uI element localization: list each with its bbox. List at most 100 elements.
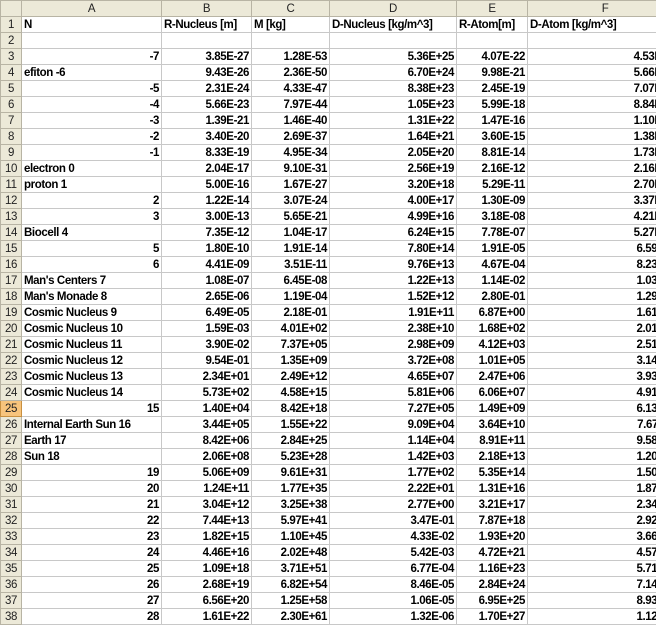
cell-e23[interactable]: 2.47E+06 xyxy=(456,368,528,385)
cell-e9[interactable]: 8.81E-14 xyxy=(456,144,528,161)
cell-a9[interactable]: -1 xyxy=(21,144,162,161)
cell-c26[interactable]: 1.55E+22 xyxy=(251,416,330,433)
cell-c32[interactable]: 5.97E+41 xyxy=(251,512,330,529)
cell-d19[interactable]: 1.91E+11 xyxy=(329,304,457,321)
cell-a13[interactable]: 3 xyxy=(21,208,162,225)
cell-b35[interactable]: 1.09E+18 xyxy=(161,560,252,577)
cell-d29[interactable]: 1.77E+02 xyxy=(329,464,457,481)
cell-f31[interactable]: 2.34E-15 xyxy=(527,496,656,513)
cell-b19[interactable]: 6.49E-05 xyxy=(161,304,252,321)
cell-d30[interactable]: 2.22E+01 xyxy=(329,480,457,497)
cell-e11[interactable]: 5.29E-11 xyxy=(456,176,528,193)
cell-e30[interactable]: 1.31E+16 xyxy=(456,480,528,497)
cell-f12[interactable]: 3.37E+02 xyxy=(527,192,656,209)
cell-b10[interactable]: 2.04E-17 xyxy=(161,160,252,177)
cell-a31[interactable]: 21 xyxy=(21,496,162,513)
cell-b16[interactable]: 4.41E-09 xyxy=(161,256,252,273)
cell-a30[interactable]: 20 xyxy=(21,480,162,497)
row-header[interactable]: 14 xyxy=(0,224,22,241)
cell-e21[interactable]: 4.12E+03 xyxy=(456,336,528,353)
row-header[interactable]: 36 xyxy=(0,576,22,593)
cell-a24[interactable]: Cosmic Nucleus 14 xyxy=(21,384,162,401)
cell-c14[interactable]: 1.04E-17 xyxy=(251,224,330,241)
cell-c19[interactable]: 2.18E-01 xyxy=(251,304,330,321)
cell-f27[interactable]: 9.58E-12 xyxy=(527,432,656,449)
cell-f33[interactable]: 3.66E-17 xyxy=(527,528,656,545)
cell-f23[interactable]: 3.93E-08 xyxy=(527,368,656,385)
row-header[interactable]: 3 xyxy=(0,48,22,65)
cell-b2[interactable] xyxy=(161,32,252,49)
cell-e16[interactable]: 4.67E-04 xyxy=(456,256,528,273)
cell-a37[interactable]: 27 xyxy=(21,592,162,609)
cell-b26[interactable]: 3.44E+05 xyxy=(161,416,252,433)
row-header[interactable]: 34 xyxy=(0,544,22,561)
cell-d5[interactable]: 8.38E+23 xyxy=(329,80,457,97)
cell-a25[interactable]: 15 xyxy=(21,400,162,417)
row-header[interactable]: 32 xyxy=(0,512,22,529)
cell-a35[interactable]: 25 xyxy=(21,560,162,577)
cell-e35[interactable]: 1.16E+23 xyxy=(456,560,528,577)
cell-b33[interactable]: 1.82E+15 xyxy=(161,528,252,545)
cell-c3[interactable]: 1.28E-53 xyxy=(251,48,330,65)
cell-a11[interactable]: proton 1 xyxy=(21,176,162,193)
cell-d31[interactable]: 2.77E+00 xyxy=(329,496,457,513)
cell-f7[interactable]: 1.10E+07 xyxy=(527,112,656,129)
column-header-e[interactable]: E xyxy=(456,0,528,17)
cell-d7[interactable]: 1.31E+22 xyxy=(329,112,457,129)
cell-b21[interactable]: 3.90E-02 xyxy=(161,336,252,353)
cell-e24[interactable]: 6.06E+07 xyxy=(456,384,528,401)
cell-e32[interactable]: 7.87E+18 xyxy=(456,512,528,529)
row-header[interactable]: 27 xyxy=(0,432,22,449)
cell-b36[interactable]: 2.68E+19 xyxy=(161,576,252,593)
row-header[interactable]: 28 xyxy=(0,448,22,465)
cell-b11[interactable]: 5.00E-16 xyxy=(161,176,252,193)
row-header[interactable]: 2 xyxy=(0,32,22,49)
cell-c13[interactable]: 5.65E-21 xyxy=(251,208,330,225)
cell-f2[interactable] xyxy=(527,32,656,49)
row-header[interactable]: 10 xyxy=(0,160,22,177)
cell-d38[interactable]: 1.32E-06 xyxy=(329,608,457,625)
cell-e14[interactable]: 7.78E-07 xyxy=(456,224,528,241)
cell-c11[interactable]: 1.67E-27 xyxy=(251,176,330,193)
cell-b3[interactable]: 3.85E-27 xyxy=(161,48,252,65)
cell-a14[interactable]: Biocell 4 xyxy=(21,224,162,241)
cell-c16[interactable]: 3.51E-11 xyxy=(251,256,330,273)
cell-f24[interactable]: 4.91E-09 xyxy=(527,384,656,401)
cell-b15[interactable]: 1.80E-10 xyxy=(161,240,252,257)
row-header[interactable]: 13 xyxy=(0,208,22,225)
row-header[interactable]: 9 xyxy=(0,144,22,161)
cell-c23[interactable]: 2.49E+12 xyxy=(251,368,330,385)
row-header[interactable]: 6 xyxy=(0,96,22,113)
cell-f35[interactable]: 5.71E-19 xyxy=(527,560,656,577)
cell-a22[interactable]: Cosmic Nucleus 12 xyxy=(21,352,162,369)
cell-a28[interactable]: Sun 18 xyxy=(21,448,162,465)
cell-d4[interactable]: 6.70E+24 xyxy=(329,64,457,81)
cell-c31[interactable]: 3.25E+38 xyxy=(251,496,330,513)
cell-f38[interactable]: 1.12E-21 xyxy=(527,608,656,625)
cell-d18[interactable]: 1.52E+12 xyxy=(329,288,457,305)
row-header[interactable]: 38 xyxy=(0,608,22,625)
cell-e29[interactable]: 5.35E+14 xyxy=(456,464,528,481)
cell-b31[interactable]: 3.04E+12 xyxy=(161,496,252,513)
cell-c30[interactable]: 1.77E+35 xyxy=(251,480,330,497)
cell-e28[interactable]: 2.18E+13 xyxy=(456,448,528,465)
cell-a6[interactable]: -4 xyxy=(21,96,162,113)
cell-c4[interactable]: 2.36E-50 xyxy=(251,64,330,81)
cell-e20[interactable]: 1.68E+02 xyxy=(456,320,528,337)
cell-b25[interactable]: 1.40E+04 xyxy=(161,400,252,417)
cell-f22[interactable]: 3.14E-07 xyxy=(527,352,656,369)
row-header[interactable]: 37 xyxy=(0,592,22,609)
cell-b24[interactable]: 5.73E+02 xyxy=(161,384,252,401)
cell-d8[interactable]: 1.64E+21 xyxy=(329,128,457,145)
row-header[interactable]: 26 xyxy=(0,416,22,433)
cell-d1[interactable]: D-Nucleus [kg/m^3] xyxy=(329,16,457,33)
cell-d26[interactable]: 9.09E+04 xyxy=(329,416,457,433)
cell-d28[interactable]: 1.42E+03 xyxy=(329,448,457,465)
cell-b14[interactable]: 7.35E-12 xyxy=(161,224,252,241)
row-header[interactable]: 5 xyxy=(0,80,22,97)
cell-f25[interactable]: 6.13E-10 xyxy=(527,400,656,417)
cell-f34[interactable]: 4.57E-18 xyxy=(527,544,656,561)
cell-b32[interactable]: 7.44E+13 xyxy=(161,512,252,529)
cell-f1[interactable]: D-Atom [kg/m^3] xyxy=(527,16,656,33)
cell-e37[interactable]: 6.95E+25 xyxy=(456,592,528,609)
